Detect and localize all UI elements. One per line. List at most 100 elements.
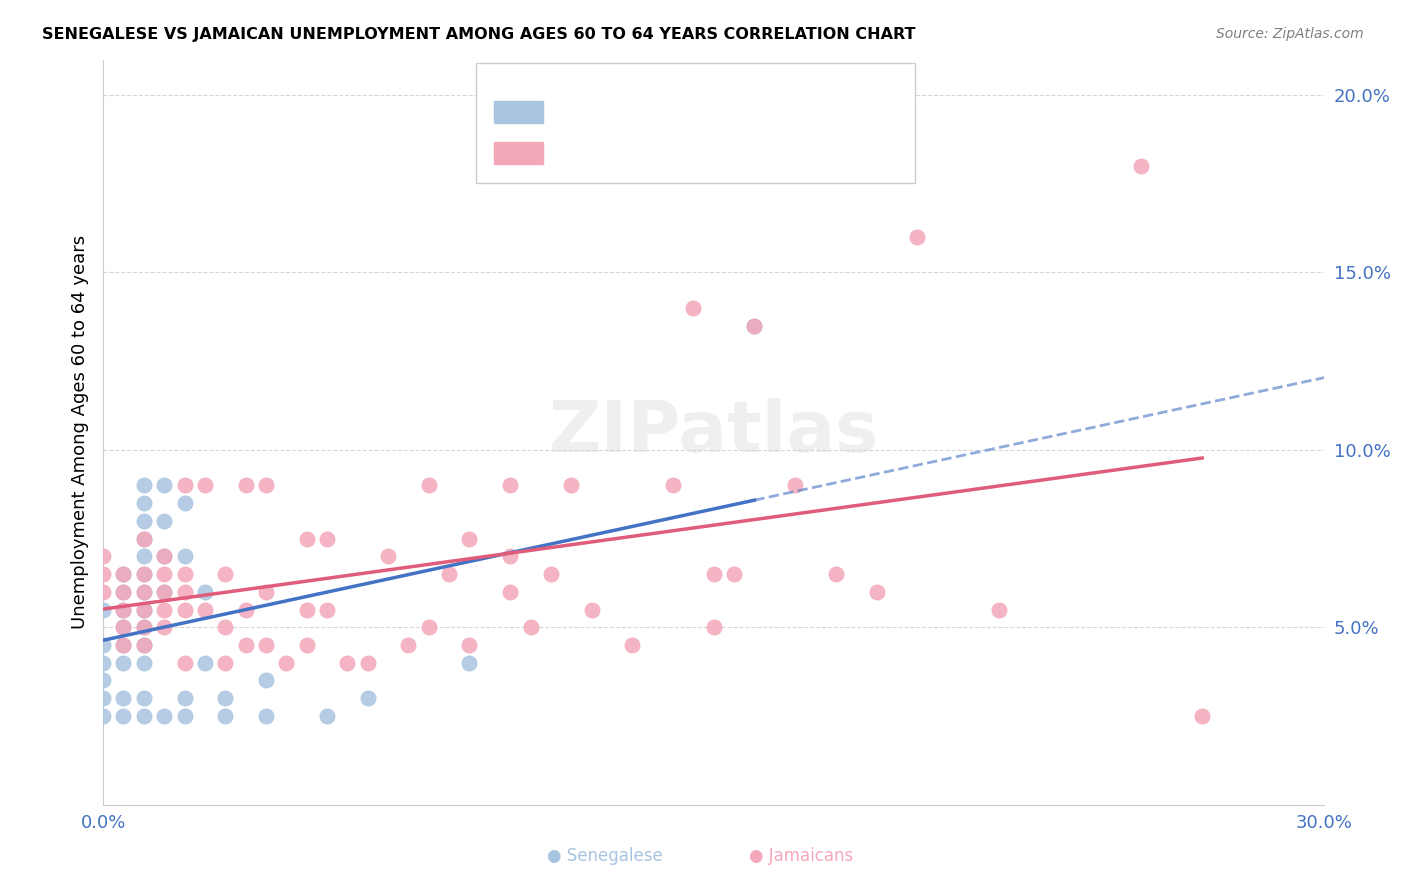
Point xyxy=(112,584,135,599)
Point xyxy=(173,709,195,723)
Text: N = 71: N = 71 xyxy=(702,144,769,161)
Point xyxy=(173,602,195,616)
Point xyxy=(112,567,135,582)
Point xyxy=(132,514,155,528)
FancyBboxPatch shape xyxy=(494,142,543,164)
Point xyxy=(132,691,155,706)
Point xyxy=(173,478,195,492)
Point xyxy=(377,549,399,564)
Point xyxy=(112,709,135,723)
Point xyxy=(744,318,766,333)
Point xyxy=(132,549,155,564)
Point xyxy=(458,656,481,670)
Point xyxy=(91,691,114,706)
Point xyxy=(153,584,176,599)
Point xyxy=(437,567,460,582)
Point xyxy=(132,567,155,582)
Point xyxy=(316,532,339,546)
Point xyxy=(153,549,176,564)
Point xyxy=(499,478,522,492)
Point xyxy=(418,478,440,492)
Point xyxy=(316,602,339,616)
Point xyxy=(153,620,176,634)
Point xyxy=(132,620,155,634)
Point xyxy=(132,532,155,546)
Point xyxy=(112,620,135,634)
Point xyxy=(132,709,155,723)
Point xyxy=(662,478,685,492)
Point xyxy=(194,602,217,616)
Point xyxy=(295,638,318,652)
Point xyxy=(418,620,440,634)
Point xyxy=(865,584,887,599)
Point xyxy=(254,673,277,688)
Point xyxy=(132,532,155,546)
Point xyxy=(91,673,114,688)
Point xyxy=(235,478,257,492)
Point xyxy=(132,620,155,634)
Point xyxy=(214,620,236,634)
Point xyxy=(112,602,135,616)
Point xyxy=(112,584,135,599)
Point xyxy=(91,709,114,723)
Point xyxy=(357,656,380,670)
Point xyxy=(132,656,155,670)
Point xyxy=(91,638,114,652)
Point xyxy=(132,496,155,510)
Point xyxy=(458,532,481,546)
Text: ZIPatlas: ZIPatlas xyxy=(548,398,879,467)
Point xyxy=(254,478,277,492)
Point xyxy=(132,638,155,652)
Point xyxy=(214,567,236,582)
Point xyxy=(132,602,155,616)
Point xyxy=(112,602,135,616)
Point xyxy=(499,584,522,599)
Point xyxy=(112,567,135,582)
Point xyxy=(214,709,236,723)
Point xyxy=(254,709,277,723)
Point xyxy=(824,567,846,582)
Point xyxy=(132,638,155,652)
Point xyxy=(785,478,807,492)
Point xyxy=(254,584,277,599)
FancyBboxPatch shape xyxy=(475,63,915,183)
Point xyxy=(905,230,928,244)
Point xyxy=(519,620,541,634)
Point xyxy=(560,478,582,492)
Point xyxy=(357,691,380,706)
Point xyxy=(153,567,176,582)
Point xyxy=(703,620,725,634)
Point xyxy=(621,638,644,652)
Point xyxy=(581,602,603,616)
Point xyxy=(336,656,359,670)
Point xyxy=(723,567,745,582)
Point xyxy=(132,602,155,616)
Point xyxy=(91,656,114,670)
Point xyxy=(987,602,1010,616)
Point xyxy=(276,656,298,670)
Point xyxy=(91,602,114,616)
Point xyxy=(214,691,236,706)
Point xyxy=(173,584,195,599)
Point xyxy=(1130,159,1153,173)
Point xyxy=(112,691,135,706)
Point xyxy=(153,478,176,492)
Point xyxy=(1191,709,1213,723)
Point xyxy=(112,638,135,652)
Point xyxy=(458,638,481,652)
Y-axis label: Unemployment Among Ages 60 to 64 years: Unemployment Among Ages 60 to 64 years xyxy=(72,235,89,629)
Point xyxy=(194,656,217,670)
Text: R = 0.162: R = 0.162 xyxy=(555,144,645,161)
Point xyxy=(173,691,195,706)
Point xyxy=(91,549,114,564)
Point xyxy=(173,496,195,510)
Point xyxy=(173,549,195,564)
Point xyxy=(91,584,114,599)
Point xyxy=(194,478,217,492)
Point xyxy=(682,301,704,315)
Point xyxy=(132,584,155,599)
Point xyxy=(112,620,135,634)
Text: ● Senegalese: ● Senegalese xyxy=(547,847,662,865)
Point xyxy=(254,638,277,652)
Point xyxy=(744,318,766,333)
